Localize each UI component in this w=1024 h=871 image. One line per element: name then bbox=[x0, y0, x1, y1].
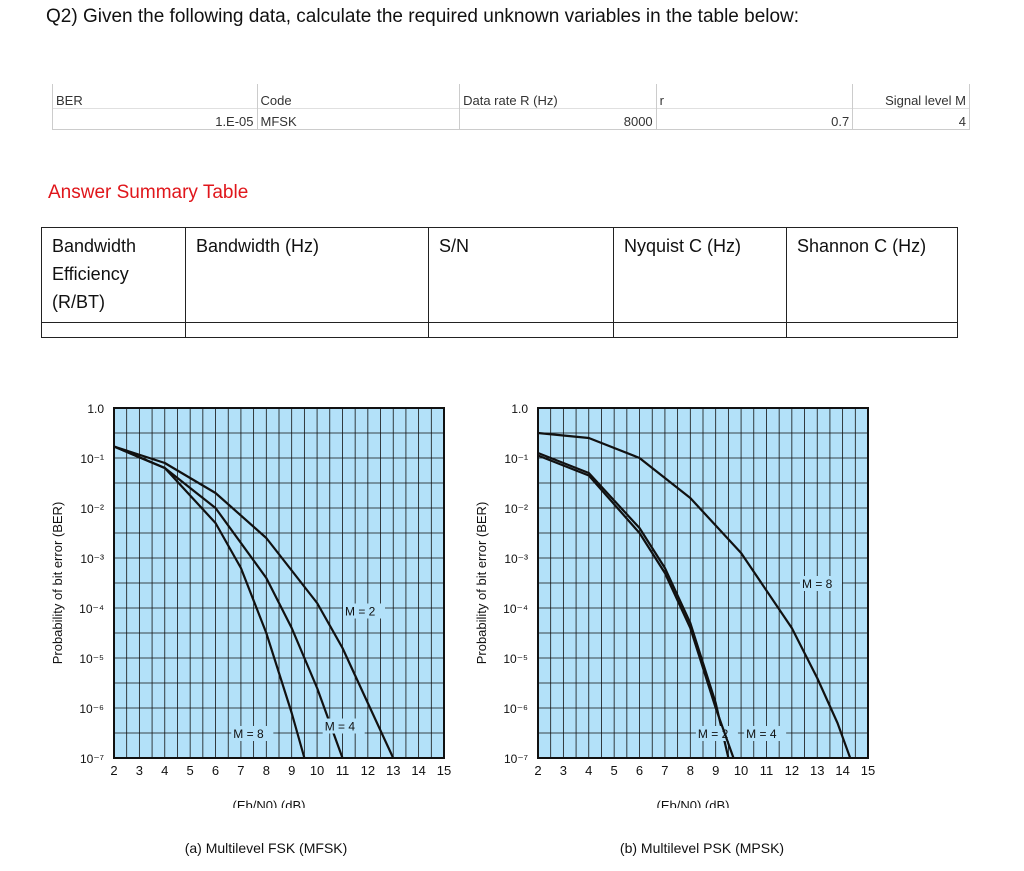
given-value-data-rate: 8000 bbox=[459, 108, 657, 130]
x-tick-label: 15 bbox=[437, 763, 451, 778]
series-label-bg bbox=[695, 726, 738, 741]
given-header-code: Code bbox=[256, 84, 461, 109]
x-tick-label: 3 bbox=[560, 763, 567, 778]
summary-header-nyquist: Nyquist C (Hz) bbox=[613, 227, 787, 323]
x-tick-label: 5 bbox=[611, 763, 618, 778]
given-value-signal-level: 4 bbox=[852, 108, 970, 130]
summary-header-bandwidth: Bandwidth (Hz) bbox=[185, 227, 429, 323]
x-tick-label: 11 bbox=[336, 763, 350, 778]
x-tick-label: 6 bbox=[636, 763, 643, 778]
series-label-bg bbox=[322, 718, 365, 734]
x-axis-label: (Eb/N0) (dB) bbox=[657, 798, 730, 808]
y-tick-label: 10⁻⁴ bbox=[503, 602, 528, 616]
y-tick-label: 10⁻⁷ bbox=[80, 752, 104, 766]
x-tick-label: 12 bbox=[785, 763, 799, 778]
series-line bbox=[537, 431, 852, 759]
y-tick-label: 10⁻⁵ bbox=[503, 652, 528, 666]
x-tick-label: 4 bbox=[585, 763, 592, 778]
given-header-r: r bbox=[655, 84, 854, 109]
summary-cell-bandwidth-efficiency[interactable] bbox=[41, 322, 186, 338]
series-line bbox=[113, 445, 344, 759]
series-label: M = 8 bbox=[233, 727, 264, 741]
y-tick-label: 10⁻³ bbox=[504, 552, 528, 566]
x-tick-label: 15 bbox=[861, 763, 875, 778]
series-label: M = 4 bbox=[746, 727, 777, 741]
summary-cell-shannon[interactable] bbox=[786, 322, 958, 338]
series-label-bg bbox=[343, 603, 385, 619]
y-tick-label: 10⁻¹ bbox=[80, 452, 104, 466]
y-tick-label: 10⁻⁷ bbox=[504, 752, 528, 766]
y-tick-label: 10⁻² bbox=[504, 502, 528, 516]
x-tick-label: 12 bbox=[361, 763, 375, 778]
x-tick-label: 7 bbox=[661, 763, 668, 778]
x-tick-label: 13 bbox=[810, 763, 824, 778]
series-label: M = 4 bbox=[325, 720, 356, 734]
y-tick-label: 10⁻⁴ bbox=[79, 602, 104, 616]
given-value-r: 0.7 bbox=[655, 108, 854, 130]
x-tick-label: 7 bbox=[237, 763, 244, 778]
x-tick-label: 10 bbox=[734, 763, 748, 778]
mpsk-ber-chart: 1.010⁻¹10⁻²10⁻³10⁻⁴10⁻⁵10⁻⁶10⁻⁷2 3 4 5 6 7 8 9 1… bbox=[474, 402, 875, 808]
x-tick-label: 4 bbox=[161, 763, 168, 778]
given-value-code: MFSK bbox=[256, 108, 461, 130]
x-tick-label: 6 bbox=[212, 763, 219, 778]
y-tick-label: 10⁻² bbox=[80, 502, 104, 516]
y-tick-label: 10⁻⁵ bbox=[79, 652, 104, 666]
x-tick-label: 13 bbox=[386, 763, 400, 778]
y-tick-label: 10⁻¹ bbox=[504, 452, 528, 466]
series-label-bg bbox=[744, 726, 787, 741]
y-tick-label: 1.0 bbox=[511, 402, 528, 416]
x-tick-label: 14 bbox=[835, 763, 849, 778]
y-axis-label: Probability of bit error (BER) bbox=[474, 502, 489, 665]
summary-cell-bandwidth[interactable] bbox=[185, 322, 429, 338]
given-header-signal-level: Signal level M bbox=[852, 84, 970, 109]
series-label: M = 2 bbox=[345, 605, 376, 619]
summary-cell-sn[interactable] bbox=[428, 322, 614, 338]
x-tick-label: 2 bbox=[110, 763, 117, 778]
given-header-ber: BER bbox=[52, 84, 258, 109]
mpsk-caption: (b) Multilevel PSK (MPSK) bbox=[619, 840, 785, 856]
summary-header-shannon: Shannon C (Hz) bbox=[786, 227, 958, 323]
given-value-ber: 1.E-05 bbox=[52, 108, 258, 130]
series-label: M = 8 bbox=[802, 577, 833, 591]
series-label: M = 2 bbox=[698, 727, 729, 741]
series-line bbox=[537, 454, 735, 759]
x-tick-label: 8 bbox=[687, 763, 694, 778]
y-tick-label: 1.0 bbox=[87, 402, 104, 416]
x-tick-label: 3 bbox=[136, 763, 143, 778]
y-axis-label: Probability of bit error (BER) bbox=[50, 502, 65, 665]
summary-cell-nyquist[interactable] bbox=[613, 322, 787, 338]
series-line bbox=[537, 451, 730, 759]
mfsk-ber-chart: 1.010⁻¹10⁻²10⁻³10⁻⁴10⁻⁵10⁻⁶10⁻⁷2 3 4 5 6 7 8 9 1… bbox=[50, 402, 451, 808]
y-tick-label: 10⁻³ bbox=[80, 552, 104, 566]
summary-header-sn: S/N bbox=[428, 227, 614, 323]
y-tick-label: 10⁻⁶ bbox=[79, 702, 104, 716]
x-tick-label: 8 bbox=[263, 763, 270, 778]
question-text: Q2) Given the following data, calculate … bbox=[46, 6, 800, 27]
x-tick-label: 9 bbox=[712, 763, 719, 778]
series-label-bg bbox=[231, 726, 274, 741]
mfsk-caption: (a) Multilevel FSK (MFSK) bbox=[184, 840, 348, 856]
series-line bbox=[113, 445, 395, 759]
answer-summary-title: Answer Summary Table bbox=[48, 182, 249, 203]
given-header-data-rate: Data rate R (Hz) bbox=[459, 84, 657, 109]
answer-summary-table: Bandwidth Efficiency (R/BT) Bandwidth (H… bbox=[41, 227, 958, 338]
series-label-bg bbox=[800, 576, 842, 591]
x-tick-label: 2 bbox=[534, 763, 541, 778]
y-tick-label: 10⁻⁶ bbox=[503, 702, 528, 716]
x-axis-label: (Eb/N0) (dB) bbox=[233, 798, 306, 808]
x-tick-label: 11 bbox=[760, 763, 774, 778]
given-data-table: BER Code Data rate R (Hz) r Signal level… bbox=[52, 84, 970, 130]
x-tick-label: 9 bbox=[288, 763, 295, 778]
series-line bbox=[113, 445, 306, 759]
summary-header-bandwidth-efficiency: Bandwidth Efficiency (R/BT) bbox=[41, 227, 186, 323]
x-tick-label: 14 bbox=[411, 763, 425, 778]
x-tick-label: 10 bbox=[310, 763, 324, 778]
x-tick-label: 5 bbox=[187, 763, 194, 778]
